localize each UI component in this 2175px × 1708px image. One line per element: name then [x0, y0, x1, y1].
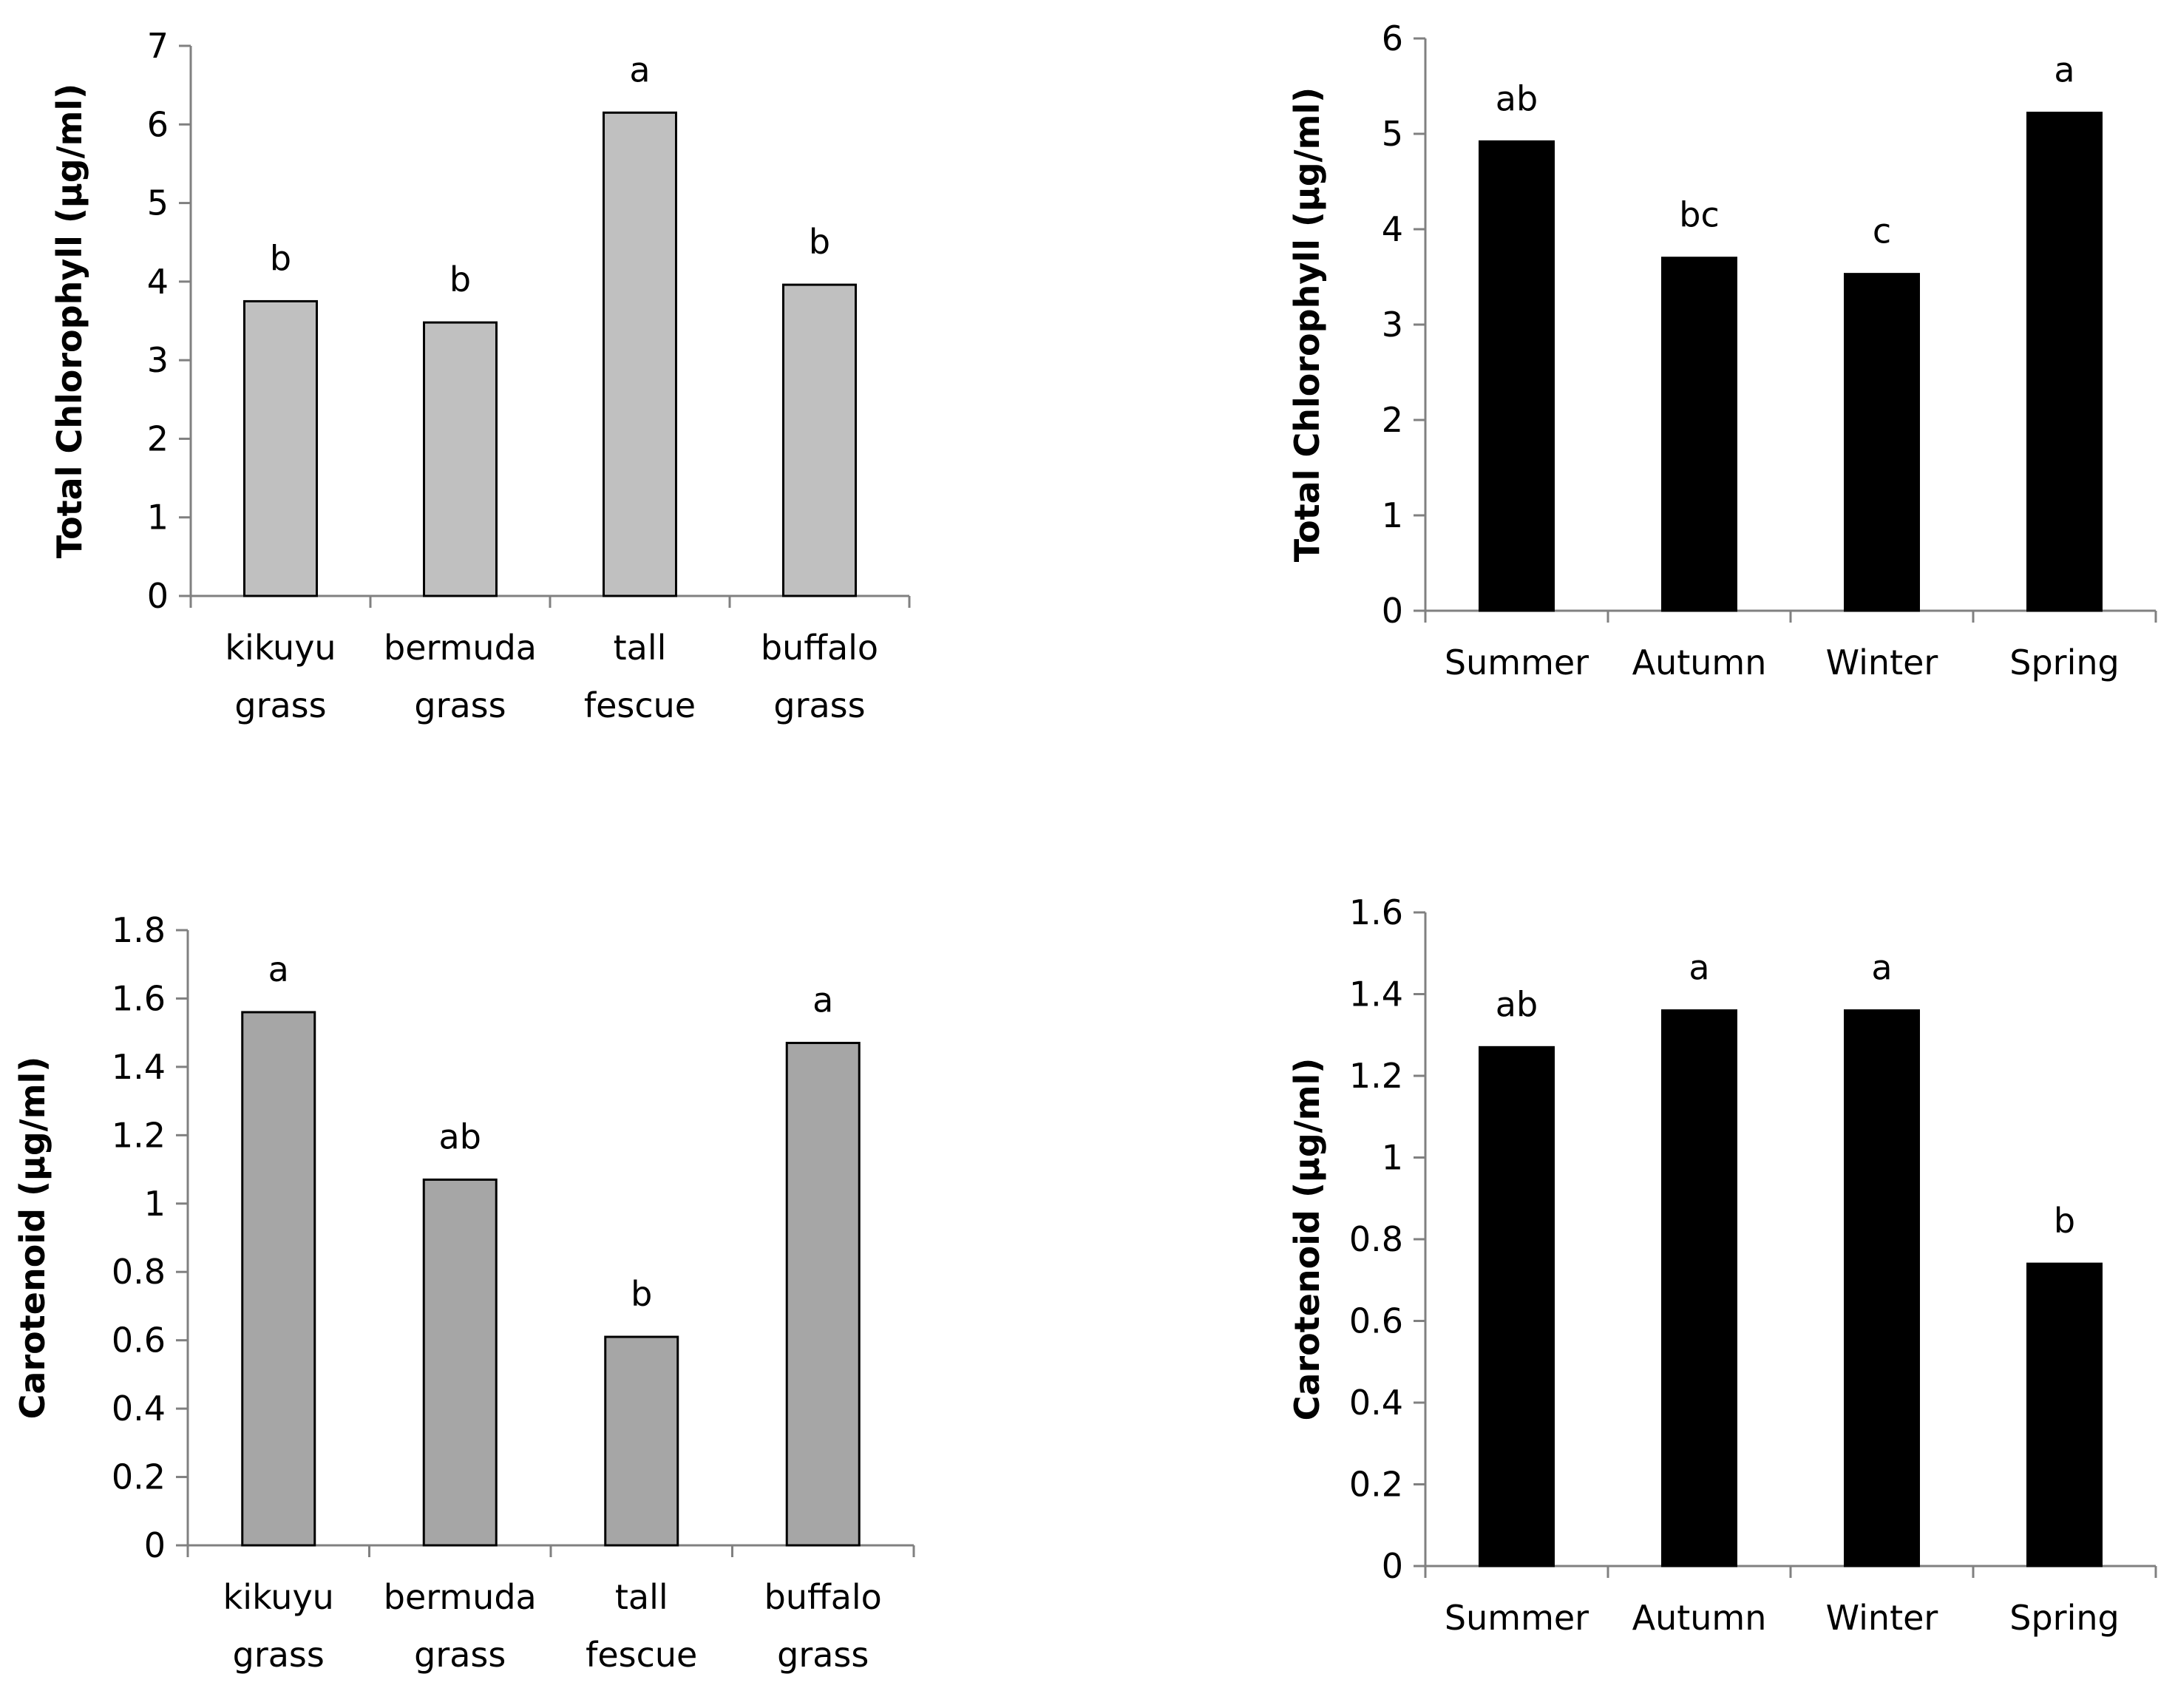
y-tick-label: 1 — [1382, 495, 1403, 535]
data-label: bc — [1679, 195, 1720, 235]
y-tick-label: 7 — [147, 26, 169, 66]
y-tick-label: 0.8 — [112, 1252, 166, 1292]
bar-buffalo-grass — [782, 283, 857, 597]
x-category-label: tall — [614, 628, 667, 668]
y-tick-label: 1.6 — [1349, 892, 1403, 932]
x-category-label: Winter — [1826, 643, 1938, 682]
y-tick-label: 6 — [1382, 18, 1403, 58]
y-tick-label: 0 — [144, 1525, 166, 1565]
x-category-label: kikuyu — [223, 1577, 334, 1617]
y-tick-label: 5 — [147, 183, 169, 223]
y-tick-label: 0.8 — [1349, 1219, 1403, 1259]
x-category-label: buffalo — [761, 628, 878, 668]
data-label: a — [2054, 50, 2074, 90]
x-category-label: Spring — [2009, 643, 2119, 682]
chart-car-grass: 00.20.40.60.811.21.41.61.8akikuyugrassab… — [13, 910, 915, 1675]
x-category-label: grass — [414, 685, 506, 725]
y-axis-title: Total Chlorophyll (µg/ml) — [1287, 87, 1327, 562]
x-category-label: Spring — [2009, 1598, 2119, 1638]
data-label: a — [1871, 948, 1892, 988]
x-category-label: Summer — [1445, 643, 1589, 682]
bar-bermuda-grass — [423, 321, 498, 597]
x-category-label: fescue — [586, 1635, 697, 1675]
bar-tall-fescue — [604, 1335, 679, 1547]
y-tick-label: 5 — [1382, 114, 1403, 154]
x-category-label: Autumn — [1632, 1598, 1767, 1638]
data-label: ab — [439, 1116, 481, 1156]
bar-summer — [1479, 1046, 1555, 1568]
data-label: ab — [1496, 78, 1538, 118]
data-label: b — [449, 260, 471, 299]
x-category-label: Autumn — [1632, 643, 1767, 682]
bar-spring — [2026, 1262, 2103, 1568]
y-tick-label: 0.4 — [1349, 1383, 1403, 1423]
y-tick-label: 0.6 — [112, 1321, 166, 1360]
data-label: b — [631, 1274, 652, 1314]
y-tick-label: 1.2 — [112, 1115, 166, 1155]
y-axis-title: Carotenoid (µg/ml) — [1287, 1058, 1327, 1421]
data-label: a — [629, 50, 650, 89]
bar-winter — [1844, 1009, 1920, 1568]
y-tick-label: 0.2 — [1349, 1465, 1403, 1505]
bar-autumn — [1661, 1009, 1737, 1568]
x-category-label: kikuyu — [225, 628, 336, 668]
y-tick-label: 1 — [1382, 1138, 1403, 1178]
data-label: c — [1873, 211, 1891, 251]
y-tick-label: 1 — [144, 1184, 166, 1224]
y-axis-title: Carotenoid (µg/ml) — [13, 1057, 52, 1420]
y-tick-label: 0 — [147, 576, 169, 616]
bar-summer — [1479, 140, 1555, 612]
bar-kikuyu-grass — [241, 1011, 316, 1547]
data-label: ab — [1496, 984, 1538, 1024]
y-tick-label: 6 — [147, 104, 169, 144]
data-label: b — [2054, 1201, 2075, 1241]
y-tick-label: 0.6 — [1349, 1301, 1403, 1341]
y-tick-label: 4 — [147, 262, 169, 302]
y-tick-label: 1.2 — [1349, 1056, 1403, 1096]
y-tick-label: 0.2 — [112, 1457, 166, 1497]
y-tick-label: 1.6 — [112, 978, 166, 1018]
x-category-label: grass — [773, 685, 865, 725]
bar-autumn — [1661, 257, 1737, 612]
y-tick-label: 2 — [147, 418, 169, 458]
y-tick-label: 1.8 — [112, 910, 166, 950]
bar-buffalo-grass — [785, 1042, 861, 1547]
y-tick-label: 0 — [1382, 591, 1403, 631]
y-tick-label: 0 — [1382, 1546, 1403, 1586]
data-label: a — [812, 980, 833, 1020]
x-category-label: grass — [414, 1635, 506, 1675]
y-tick-label: 2 — [1382, 400, 1403, 440]
x-category-label: tall — [615, 1577, 668, 1617]
x-category-label: grass — [234, 685, 326, 725]
x-category-label: grass — [233, 1635, 325, 1675]
bar-spring — [2026, 112, 2103, 612]
bar-winter — [1844, 273, 1920, 612]
y-tick-label: 0.4 — [112, 1389, 166, 1429]
bar-tall-fescue — [603, 111, 677, 597]
data-label: a — [268, 949, 289, 989]
data-label: b — [270, 238, 291, 278]
x-category-label: Summer — [1445, 1598, 1589, 1638]
x-category-label: bermuda — [384, 628, 537, 668]
y-tick-label: 1.4 — [1349, 975, 1403, 1014]
chart-car-season: 0 0.2 0.4 0.6 0.8 1 1.2 1.4 1.6 ab Summer a Autumn a W… — [1287, 892, 2157, 1638]
y-tick-label: 1.4 — [112, 1047, 166, 1087]
chart-chl-season: 0 1 2 3 4 5 6 ab Summer bc Autumn c Winter a Spring Tot… — [1287, 18, 2157, 682]
data-label: a — [1689, 948, 1709, 988]
bar-kikuyu-grass — [243, 299, 318, 597]
bar-bermuda-grass — [422, 1178, 498, 1547]
data-label: b — [809, 222, 830, 262]
y-tick-label: 3 — [147, 340, 169, 380]
y-tick-label: 4 — [1382, 209, 1403, 249]
chart-chl-grass: 0 1 2 3 4 5 6 7 b kikuyu grass b bermuda grass a tall fe… — [50, 26, 911, 725]
x-category-label: fescue — [584, 685, 696, 725]
x-category-label: bermuda — [384, 1577, 537, 1617]
x-category-label: buffalo — [764, 1577, 882, 1617]
y-tick-label: 1 — [147, 498, 169, 538]
x-category-label: grass — [777, 1635, 869, 1675]
y-tick-label: 3 — [1382, 305, 1403, 345]
y-axis-title: Total Chlorophyll (µg/ml) — [50, 84, 89, 558]
x-category-label: Winter — [1826, 1598, 1938, 1638]
